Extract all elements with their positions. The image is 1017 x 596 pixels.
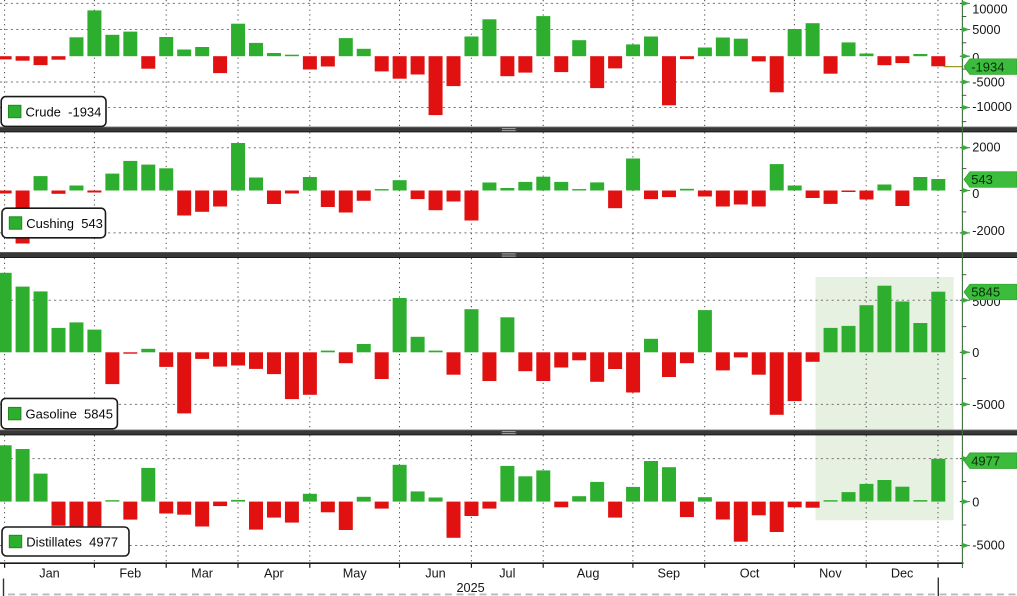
svg-text:-5000: -5000 (972, 76, 1004, 90)
svg-text:May: May (343, 567, 368, 581)
svg-text:Sep: Sep (658, 567, 681, 581)
svg-text:0: 0 (972, 496, 979, 510)
svg-text:Aug: Aug (577, 567, 600, 581)
svg-text:10000: 10000 (972, 3, 1007, 17)
svg-text:Jan: Jan (39, 567, 59, 581)
svg-text:-5000: -5000 (972, 539, 1004, 553)
svg-text:Jun: Jun (425, 567, 445, 581)
svg-text:0: 0 (972, 51, 979, 65)
svg-text:Oct: Oct (740, 567, 760, 581)
svg-text:5845: 5845 (971, 285, 1000, 300)
svg-text:0: 0 (972, 346, 979, 360)
svg-text:Dec: Dec (891, 567, 914, 581)
svg-text:Cushing 543: Cushing 543 (26, 216, 103, 231)
svg-text:Feb: Feb (119, 567, 141, 581)
svg-text:Nov: Nov (819, 567, 842, 581)
svg-text:-1934: -1934 (971, 59, 1004, 74)
svg-text:-5000: -5000 (972, 398, 1004, 412)
svg-text:0: 0 (972, 187, 979, 201)
svg-text:-2000: -2000 (972, 224, 1004, 238)
svg-text:Apr: Apr (264, 567, 285, 581)
svg-text:-10000: -10000 (972, 100, 1012, 114)
svg-text:4977: 4977 (971, 453, 1000, 468)
svg-text:Mar: Mar (191, 567, 214, 581)
svg-text:Crude -1934: Crude -1934 (26, 104, 102, 119)
svg-text:Distillates 4977: Distillates 4977 (26, 534, 118, 549)
svg-text:5000: 5000 (972, 23, 1000, 37)
svg-text:2000: 2000 (972, 141, 1000, 155)
svg-text:Gasoline 5845: Gasoline 5845 (26, 407, 113, 422)
svg-text:543: 543 (971, 172, 993, 187)
svg-text:2025: 2025 (456, 581, 484, 595)
svg-text:Jul: Jul (499, 567, 515, 581)
